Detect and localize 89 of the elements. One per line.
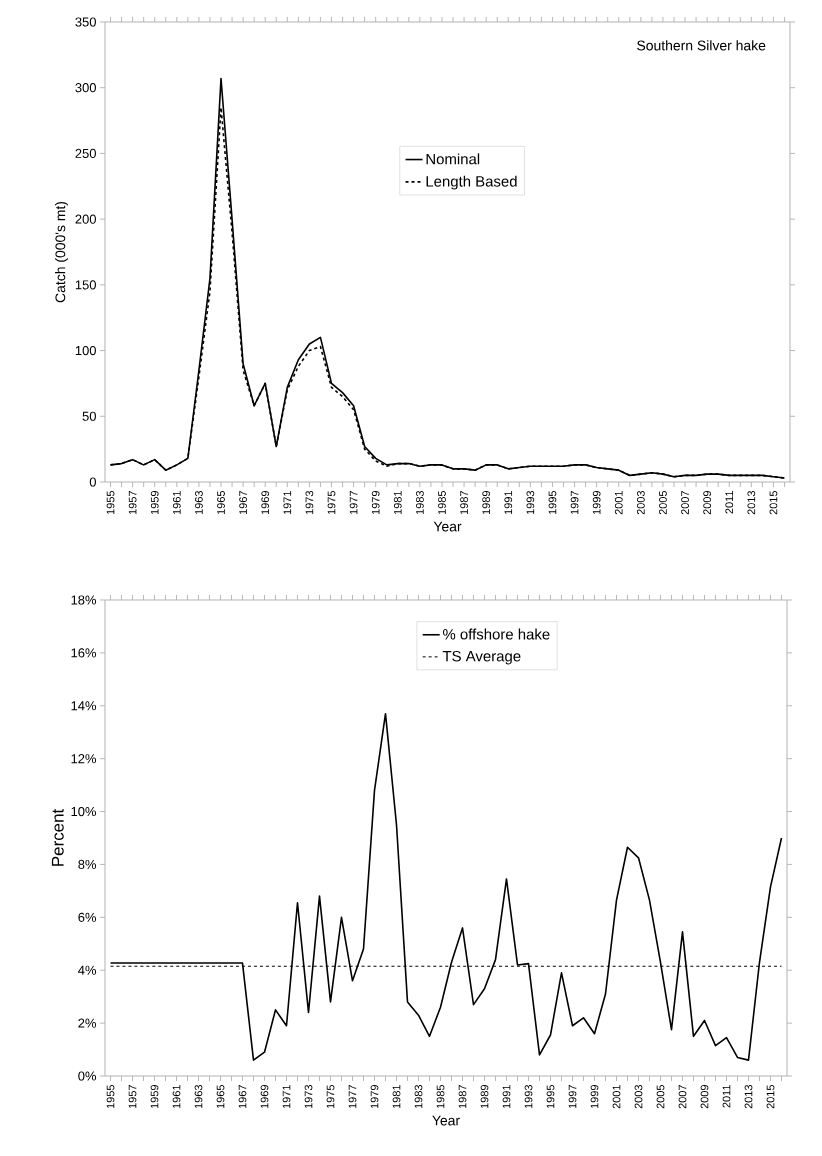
legend-label: % offshore hake [443, 628, 550, 640]
x-tick-label: 1983 [414, 1085, 423, 1109]
x-tick-label: 1991 [502, 1085, 511, 1109]
y-tick-label: 250 [75, 148, 96, 158]
x-tick-label: 2003 [636, 491, 645, 515]
x-tick-label: 1961 [172, 491, 181, 515]
x-tick-label: 2009 [700, 1085, 709, 1109]
x-tick-label: 1987 [458, 1085, 467, 1109]
x-tick-label: 1969 [260, 1085, 269, 1109]
x-tick-label: 2001 [614, 491, 623, 515]
x-tick-label: 1981 [392, 1085, 401, 1109]
x-tick-label: 1983 [416, 491, 424, 515]
x-tick-label: 1971 [282, 1085, 291, 1109]
y-tick-label: 0% [78, 1071, 97, 1081]
x-tick-label: 1967 [239, 491, 247, 515]
y-tick-label: 2% [78, 1018, 97, 1028]
x-tick-label: 2015 [766, 1084, 775, 1109]
x-tick-label: 1963 [194, 1085, 203, 1109]
x-tick-label: 1957 [128, 1085, 137, 1109]
x-tick-label: 1971 [283, 491, 292, 515]
x-tick-label: 1955 [106, 1084, 115, 1109]
x-axis-title: Year [433, 521, 462, 532]
x-tick-label: 1989 [482, 491, 491, 515]
y-tick-label: 10% [71, 806, 97, 817]
x-tick-label: 1985 [436, 1084, 445, 1109]
x-tick-label: 2005 [656, 1084, 665, 1109]
y-tick-label: 12% [71, 754, 97, 764]
y-tick-label: 16% [71, 648, 97, 658]
x-tick-label: 1977 [349, 491, 358, 515]
x-tick-label: 1975 [327, 490, 336, 515]
x-tick-label: 1967 [238, 1085, 247, 1109]
x-tick-label: 1987 [460, 491, 468, 515]
x-tick-label: 1975 [326, 1084, 335, 1109]
x-tick-label: 1997 [570, 491, 579, 515]
x-tick-label: 1991 [504, 491, 513, 515]
x-tick-label: 2001 [612, 1085, 621, 1109]
x-tick-label: 1989 [480, 1085, 489, 1109]
x-tick-label: 1977 [348, 1085, 357, 1109]
x-tick-label: 1979 [371, 491, 380, 515]
y-tick-label: 300 [75, 83, 96, 93]
x-tick-label: 1965 [217, 490, 225, 515]
y-tick-label: 50 [82, 411, 96, 421]
x-tick-label: 2007 [681, 491, 689, 515]
x-tick-label: 2009 [703, 491, 712, 515]
y-tick-label: 0 [89, 477, 96, 487]
x-tick-label: 1959 [150, 491, 159, 515]
x-tick-label: 1973 [304, 1085, 313, 1109]
legend-label: Length Based [426, 175, 517, 190]
legend-label: TS Average [442, 650, 521, 665]
x-tick-label: 1985 [438, 490, 446, 515]
x-tick-label: 2011 [725, 491, 734, 514]
x-tick-label: 1995 [546, 1084, 555, 1109]
y-tick-label: 150 [75, 280, 96, 290]
y-axis-title: Catch (000's mt) [55, 201, 69, 303]
x-tick-label: 1965 [216, 1084, 225, 1109]
x-tick-label: 1973 [305, 491, 314, 515]
x-tick-label: 1995 [548, 490, 557, 515]
y-axis-title: Percent [51, 808, 64, 866]
y-tick-label: 350 [75, 17, 96, 27]
x-tick-label: 2005 [659, 490, 667, 515]
x-tick-label: 2007 [678, 1085, 687, 1109]
x-tick-label: 1993 [524, 1085, 533, 1109]
x-tick-label: 1981 [393, 491, 402, 515]
x-tick-label: 1961 [172, 1085, 181, 1109]
x-tick-label: 2013 [744, 1085, 753, 1109]
y-tick-label: 18% [71, 595, 97, 605]
x-tick-label: 1957 [128, 491, 137, 515]
x-tick-label: 1999 [590, 1085, 599, 1109]
legend-label: Nominal [426, 153, 480, 165]
x-tick-label: 2015 [769, 490, 778, 515]
x-tick-label: 1955 [106, 490, 115, 515]
x-tick-label: 2003 [634, 1085, 643, 1109]
x-tick-label: 1979 [370, 1085, 379, 1109]
y-tick-label: 200 [75, 214, 96, 224]
y-tick-label: 14% [71, 701, 97, 711]
x-tick-label: 1993 [526, 491, 535, 515]
y-tick-label: 100 [75, 345, 96, 356]
y-tick-label: 4% [78, 965, 97, 975]
y-tick-label: 6% [78, 912, 97, 922]
x-tick-label: 2011 [722, 1085, 731, 1108]
x-tick-label: 1997 [568, 1085, 577, 1109]
x-tick-label: 1969 [261, 491, 270, 515]
x-tick-label: 1999 [592, 491, 601, 515]
x-axis-title: Year [432, 1115, 460, 1126]
text: Southern Silver hake [637, 40, 766, 51]
x-tick-label: 1963 [195, 491, 203, 515]
x-tick-label: 1959 [150, 1085, 159, 1109]
x-tick-label: 2013 [747, 491, 756, 515]
y-tick-label: 8% [78, 859, 97, 870]
